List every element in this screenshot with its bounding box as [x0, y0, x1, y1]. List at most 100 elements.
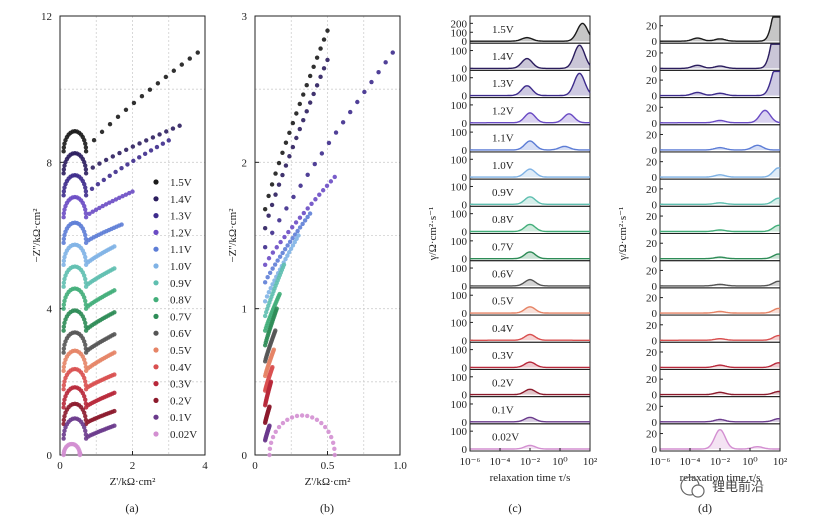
data-point — [321, 37, 327, 42]
peak-fill — [470, 445, 590, 449]
data-point — [290, 120, 296, 126]
data-point — [61, 193, 66, 198]
drt-curve — [660, 70, 780, 97]
x-tick-label: 10⁻⁶ — [650, 456, 671, 468]
drt-curve — [470, 306, 590, 314]
series-1.4V — [61, 123, 182, 176]
data-point — [276, 160, 282, 166]
data-point — [155, 81, 161, 86]
data-point — [83, 379, 88, 384]
series-1.0V — [61, 242, 117, 267]
data-point — [376, 69, 381, 75]
peak-fill — [470, 251, 590, 259]
drt-curve — [660, 307, 781, 314]
legend-marker — [153, 179, 159, 185]
drt-curve — [660, 43, 780, 70]
data-point — [296, 233, 301, 238]
y-axis-label: −Z''/kΩ·cm² — [31, 208, 43, 263]
data-point — [301, 92, 306, 97]
legend-marker — [153, 213, 159, 219]
data-point — [101, 177, 107, 183]
voltage-label: 0.4V — [492, 323, 514, 335]
data-point — [119, 222, 124, 227]
data-point — [305, 206, 310, 211]
data-point — [82, 339, 87, 344]
drt-subpanel: 0 100 0.02V — [451, 423, 591, 456]
data-point — [83, 211, 89, 216]
y-tick-label: 100 — [451, 46, 468, 58]
x-axis-label: Z'/kΩ·cm² — [110, 476, 157, 488]
data-point — [270, 434, 276, 440]
data-point — [325, 57, 330, 63]
y-tick-label: 100 — [451, 372, 468, 384]
data-point — [304, 109, 309, 114]
y-tick-label: 0 — [462, 63, 468, 75]
series-0.3V — [262, 379, 274, 408]
drt-curve — [660, 418, 781, 423]
subfigure-label: (d) — [698, 501, 712, 515]
data-point — [83, 149, 89, 154]
y-tick-label: 20 — [646, 429, 658, 441]
data-point — [107, 173, 112, 179]
data-point — [309, 201, 314, 207]
data-point — [61, 368, 66, 374]
data-point — [267, 404, 272, 409]
data-point — [390, 50, 395, 55]
y-tick-label: 0 — [462, 390, 468, 402]
data-point — [82, 317, 87, 322]
series-0.9V — [262, 262, 287, 319]
y-tick-label: 0 — [652, 362, 658, 374]
data-point — [262, 299, 268, 304]
y-tick-label: 100 — [451, 181, 468, 193]
y-tick-label: 100 — [451, 290, 468, 302]
data-point — [268, 440, 274, 445]
data-point — [61, 306, 66, 311]
data-point — [83, 320, 88, 326]
data-point — [62, 342, 67, 348]
data-point — [82, 251, 87, 256]
data-point — [275, 258, 280, 263]
data-point — [262, 206, 268, 212]
data-point — [310, 415, 315, 420]
data-point — [82, 229, 87, 234]
legend: 1.5V 1.4V 1.3V 1.2V 1.1V 1.0V 0.9V 0.8V 0.7V 0.6V… — [153, 177, 197, 441]
data-point — [262, 313, 268, 319]
y-tick-label: 8 — [47, 157, 53, 169]
data-point — [61, 215, 66, 220]
data-point — [281, 262, 287, 267]
legend-label: 1.3V — [170, 211, 192, 223]
x-tick-label: 0 — [57, 460, 63, 472]
data-point — [89, 186, 95, 191]
drt-subpanel: 0 100 0.7V — [451, 233, 591, 266]
data-point — [332, 174, 337, 180]
data-point — [137, 155, 142, 160]
x-tick-label: 10⁻⁴ — [680, 456, 701, 468]
y-tick-label: 100 — [451, 317, 468, 329]
drt-curve — [470, 112, 590, 124]
data-point — [277, 291, 282, 297]
data-point — [83, 414, 88, 419]
legend-marker — [153, 280, 159, 286]
y-tick-label: 3 — [242, 11, 248, 23]
series-1.1V — [262, 211, 313, 285]
data-point — [83, 215, 89, 220]
data-point — [321, 66, 327, 71]
data-point — [112, 332, 117, 337]
data-point — [288, 246, 294, 252]
series-0.5V — [61, 348, 117, 374]
y-tick-label: 100 — [451, 127, 468, 139]
x-tick-label: 10⁻² — [710, 456, 731, 468]
legend-marker — [153, 313, 159, 319]
peak-fill — [470, 23, 590, 42]
data-point — [137, 141, 142, 146]
data-point — [62, 276, 67, 282]
data-point — [355, 99, 360, 105]
drt-curve — [660, 428, 780, 450]
data-point — [144, 138, 149, 143]
data-point — [369, 79, 374, 85]
peak-fill — [470, 169, 590, 178]
data-point — [322, 424, 328, 430]
data-point — [330, 440, 336, 445]
data-point — [61, 280, 67, 285]
data-point — [271, 347, 277, 352]
